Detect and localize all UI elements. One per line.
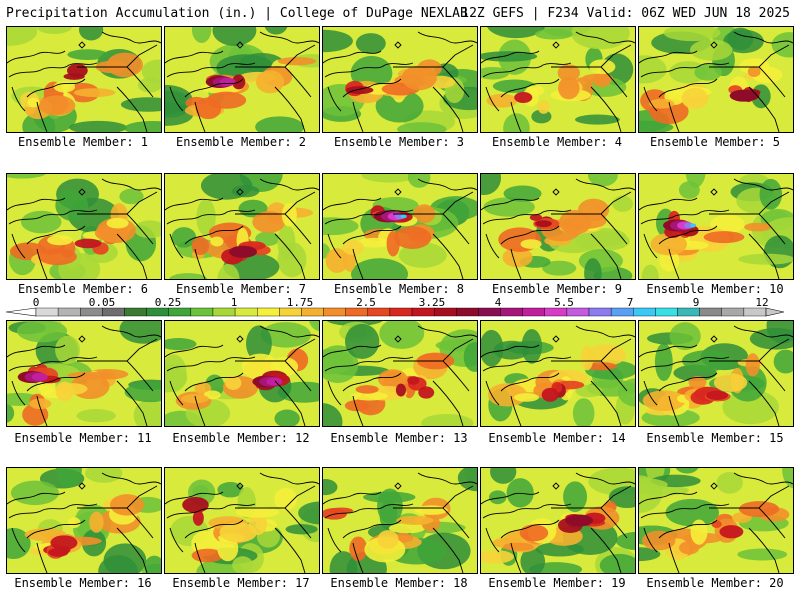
member-caption: Ensemble Member: 13 [330, 431, 468, 445]
ensemble-member-map [164, 467, 320, 574]
map-outlines [639, 31, 793, 132]
member-caption: Ensemble Member: 12 [172, 431, 310, 445]
member-caption: Ensemble Member: 16 [14, 576, 152, 590]
colorbar-labels: 0 0.05 0.25 1 1.75 2.5 3.25 4 5.5 7 9 12 [0, 296, 800, 310]
member-caption: Ensemble Member: 5 [649, 135, 781, 149]
precip-field [481, 468, 635, 573]
map-outlines [323, 472, 477, 573]
ensemble-member-map [322, 26, 478, 133]
ensemble-member-map [6, 26, 162, 133]
ensemble-member-map [164, 173, 320, 280]
precip-field [481, 321, 635, 426]
member-caption: Ensemble Member: 7 [175, 282, 307, 296]
member-caption: Ensemble Member: 19 [488, 576, 626, 590]
precip-field [7, 468, 161, 573]
map-outlines [481, 472, 635, 573]
ensemble-member-map [6, 467, 162, 574]
precip-field [323, 321, 477, 426]
member-caption: Ensemble Member: 1 [17, 135, 149, 149]
map-outlines [7, 178, 161, 279]
map-title: Precipitation Accumulation (in.) | Colle… [6, 6, 468, 21]
precip-field [165, 27, 319, 132]
ensemble-member-map [638, 320, 794, 427]
map-outlines [323, 325, 477, 426]
colorbar-tick-label: 7 [626, 296, 634, 309]
member-caption: Ensemble Member: 2 [175, 135, 307, 149]
precip-field [323, 174, 477, 279]
member-caption: Ensemble Member: 14 [488, 431, 626, 445]
precip-field [481, 27, 635, 132]
ensemble-member-map [480, 467, 636, 574]
map-outlines [165, 31, 319, 132]
ensemble-member-map [322, 467, 478, 574]
precip-field [165, 468, 319, 573]
member-caption: Ensemble Member: 11 [14, 431, 152, 445]
ensemble-member-map [164, 320, 320, 427]
map-outlines [7, 472, 161, 573]
member-caption: Ensemble Member: 20 [646, 576, 784, 590]
map-outlines [639, 178, 793, 279]
ensemble-member-map [480, 320, 636, 427]
map-outlines [7, 325, 161, 426]
map-outlines [165, 325, 319, 426]
ensemble-member-map [480, 26, 636, 133]
colorbar-tick-label: 0 [32, 296, 40, 309]
precip-field [323, 27, 477, 132]
map-outlines [639, 325, 793, 426]
ensemble-member-map [322, 320, 478, 427]
map-outlines [323, 178, 477, 279]
precip-field [639, 27, 793, 132]
precip-field [7, 27, 161, 132]
member-caption: Ensemble Member: 10 [646, 282, 784, 296]
ensemble-member-map [638, 467, 794, 574]
map-outlines [165, 472, 319, 573]
map-outlines [7, 31, 161, 132]
colorbar-tick-label: 12 [755, 296, 769, 309]
run-valid-time: 12Z GEFS | F234 Valid: 06Z WED JUN 18 20… [461, 6, 790, 21]
colorbar-tick-label: 1 [230, 296, 238, 309]
map-outlines [639, 472, 793, 573]
ensemble-member-map [480, 173, 636, 280]
colorbar-tick-label: 0.25 [154, 296, 182, 309]
colorbar-tick-label: 4 [494, 296, 502, 309]
member-caption: Ensemble Member: 17 [172, 576, 310, 590]
member-caption: Ensemble Member: 4 [491, 135, 623, 149]
precip-field [323, 468, 477, 573]
member-caption: Ensemble Member: 6 [17, 282, 149, 296]
member-caption: Ensemble Member: 18 [330, 576, 468, 590]
colorbar-tick-label: 5.5 [554, 296, 574, 309]
ensemble-member-map [638, 26, 794, 133]
map-outlines [481, 325, 635, 426]
colorbar-tick-label: 1.75 [286, 296, 314, 309]
colorbar-tick-label: 2.5 [356, 296, 376, 309]
map-outlines [323, 31, 477, 132]
precip-field [639, 321, 793, 426]
ensemble-member-map [6, 173, 162, 280]
precip-field [165, 321, 319, 426]
precip-field [639, 468, 793, 573]
precip-field [639, 174, 793, 279]
member-caption: Ensemble Member: 9 [491, 282, 623, 296]
member-caption: Ensemble Member: 15 [646, 431, 784, 445]
ensemble-member-map [322, 173, 478, 280]
colorbar-tick-label: 3.25 [418, 296, 446, 309]
ensemble-member-map [6, 320, 162, 427]
precip-field [481, 174, 635, 279]
colorbar-tick-label: 9 [692, 296, 700, 309]
member-caption: Ensemble Member: 3 [333, 135, 465, 149]
precip-field [7, 174, 161, 279]
colorbar-tick-label: 0.05 [88, 296, 116, 309]
precip-field [165, 174, 319, 279]
ensemble-member-map [638, 173, 794, 280]
map-outlines [481, 31, 635, 132]
map-outlines [481, 178, 635, 279]
map-outlines [165, 178, 319, 279]
member-caption: Ensemble Member: 8 [333, 282, 465, 296]
ensemble-member-map [164, 26, 320, 133]
precip-field [7, 321, 161, 426]
